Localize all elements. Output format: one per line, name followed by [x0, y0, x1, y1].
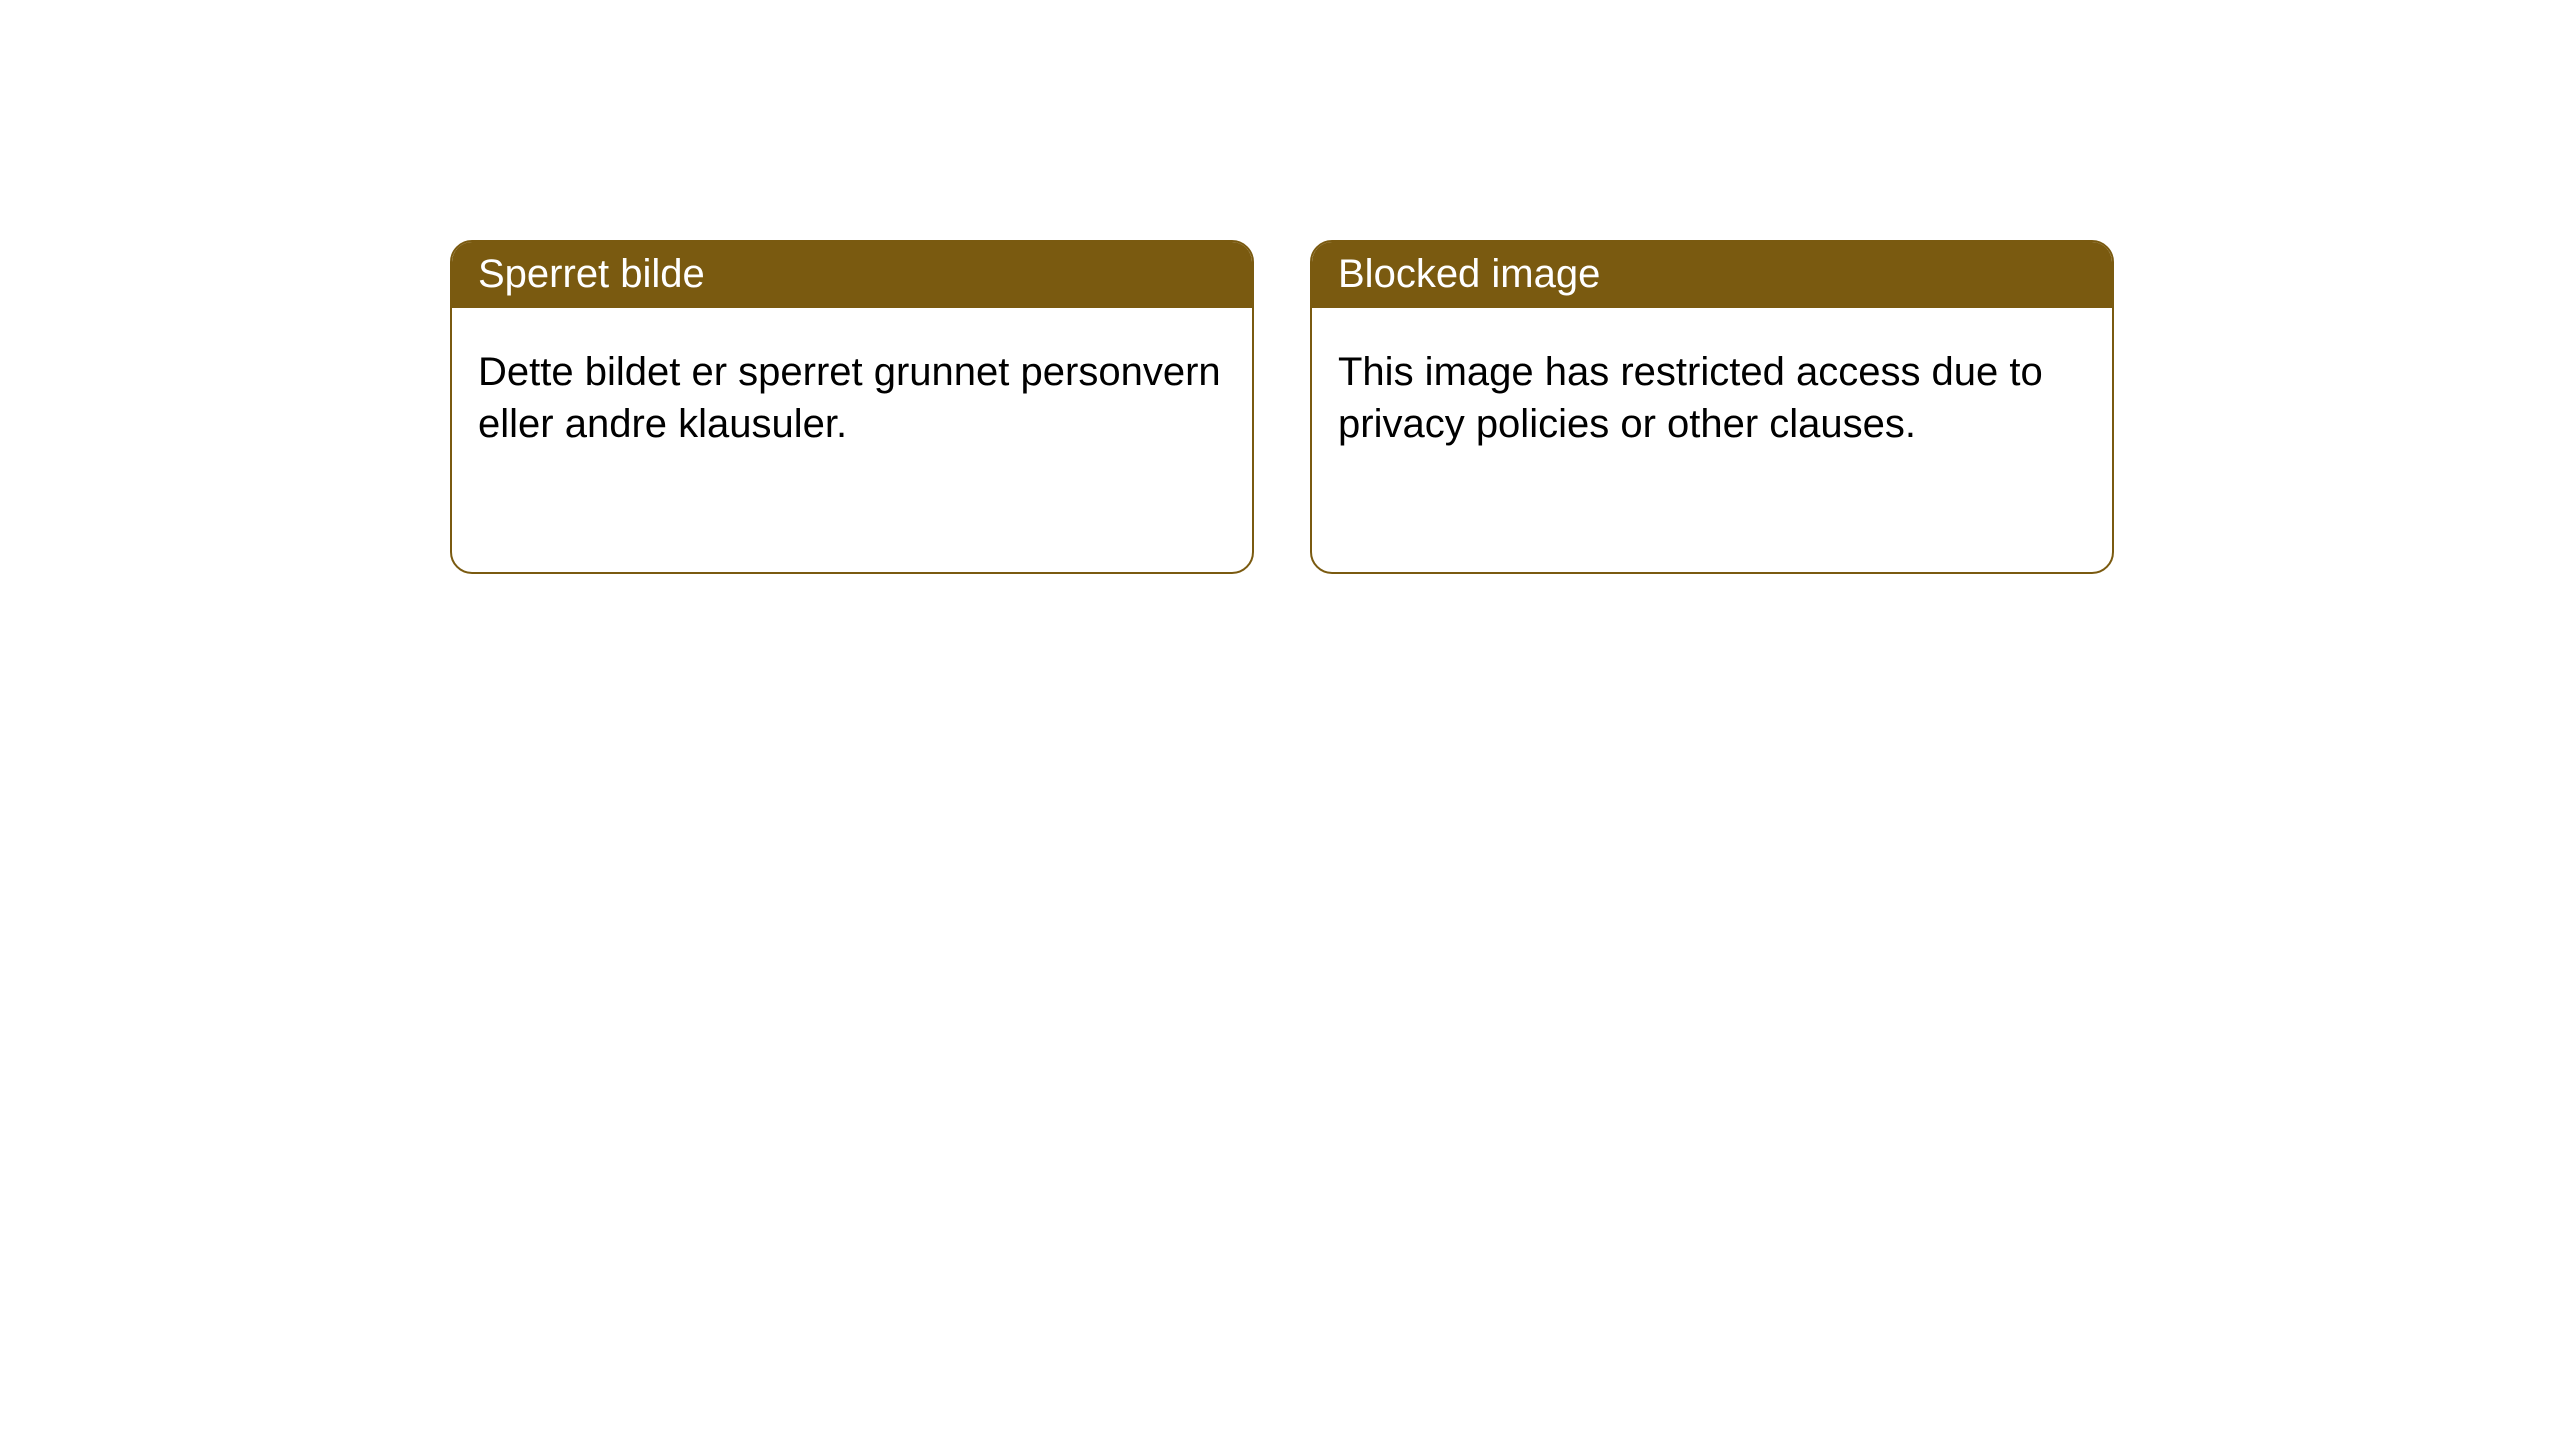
notice-card-english: Blocked image This image has restricted …: [1310, 240, 2114, 574]
notice-card-norwegian: Sperret bilde Dette bildet er sperret gr…: [450, 240, 1254, 574]
notice-title: Blocked image: [1312, 242, 2112, 308]
notice-title: Sperret bilde: [452, 242, 1252, 308]
notice-body: This image has restricted access due to …: [1312, 308, 2112, 476]
notice-body: Dette bildet er sperret grunnet personve…: [452, 308, 1252, 476]
notice-container: Sperret bilde Dette bildet er sperret gr…: [0, 0, 2560, 574]
